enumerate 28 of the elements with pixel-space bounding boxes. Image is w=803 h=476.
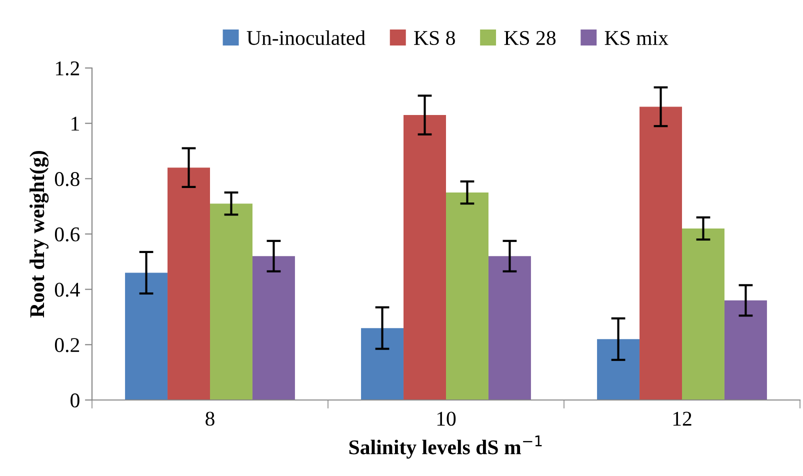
- y-tick-label: 0.4: [54, 282, 80, 297]
- bar: [446, 192, 488, 400]
- bar: [252, 256, 295, 400]
- legend-label: KS 28: [504, 30, 556, 46]
- x-tick-label: 8: [206, 412, 214, 426]
- legend-label: Un-inoculated: [246, 30, 366, 46]
- y-axis-title: Root dry weight(g): [30, 151, 49, 318]
- x-tick-label: 12: [673, 412, 692, 426]
- bar: [125, 272, 168, 400]
- y-tick-label: 1.2: [56, 61, 80, 76]
- bar: [404, 115, 446, 400]
- legend-label: KS mix: [604, 31, 668, 46]
- bar: [361, 328, 404, 400]
- bar: [168, 168, 210, 400]
- bar: [640, 106, 682, 400]
- x-axis-title: Salinity levels dS m$^{−1}$: [349, 436, 542, 459]
- bar: [210, 204, 252, 400]
- bar: [682, 228, 724, 400]
- bar: [597, 339, 640, 400]
- bar: [724, 300, 767, 400]
- y-tick-label: 0.2: [54, 338, 80, 352]
- legend-label: KS 8: [414, 30, 455, 46]
- y-tick-label: 0.6: [54, 227, 80, 242]
- y-tick-label: 0.8: [54, 172, 80, 186]
- x-tick-label: 10: [437, 412, 456, 426]
- y-tick-label: 0: [70, 393, 80, 408]
- bar: [488, 256, 531, 400]
- y-tick-label: 1: [72, 116, 79, 131]
